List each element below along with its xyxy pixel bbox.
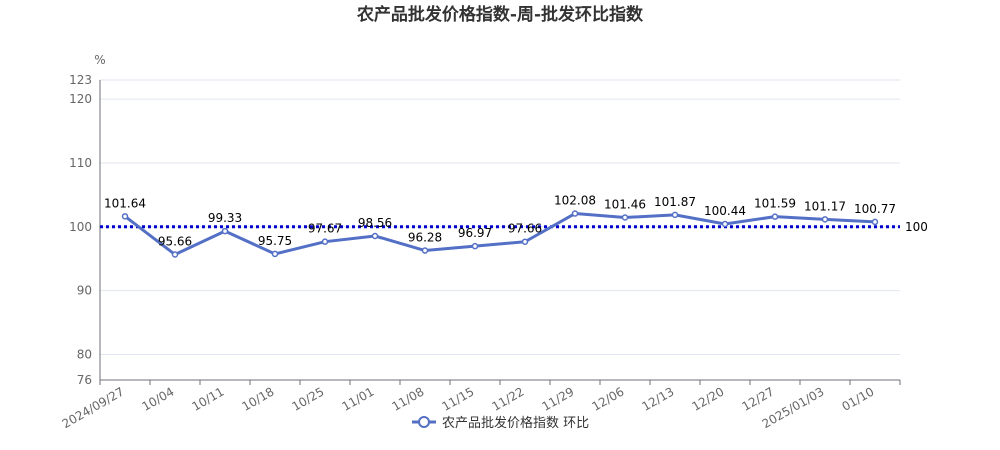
data-point[interactable] (521, 238, 529, 245)
series-line (124, 212, 876, 257)
chart-title: 农产品批发价格指数-周-批发环比指数 (356, 4, 644, 25)
y-tick-label: 80 (77, 347, 92, 361)
data-point[interactable] (421, 247, 429, 254)
x-tick-label: 12/20 (690, 384, 727, 413)
legend-marker-icon (418, 416, 430, 428)
data-point[interactable] (821, 216, 829, 223)
x-tick-label: 10/04 (140, 384, 177, 413)
data-point[interactable] (221, 227, 229, 235)
data-label: 97.66 (508, 222, 542, 236)
data-labels: 101.64 95.66 99.33 95.75 97.67 98.56 96.28 96.9… (104, 194, 896, 249)
y-tick-label: 123 (69, 73, 92, 87)
data-label: 98.56 (358, 216, 392, 230)
reference-line-label: 100 (905, 220, 928, 234)
data-point[interactable] (621, 214, 629, 221)
x-tick-label: 10/11 (190, 384, 227, 413)
x-tick-label: 12/06 (590, 384, 627, 413)
x-tick-label: 11/29 (540, 384, 577, 413)
data-point[interactable] (771, 213, 779, 220)
data-label: 101.64 (104, 196, 146, 210)
data-label: 96.28 (408, 231, 442, 245)
data-point[interactable] (721, 220, 729, 228)
data-point[interactable] (571, 210, 579, 217)
data-label: 100.44 (704, 204, 746, 218)
data-label: 102.08 (554, 194, 596, 208)
data-point[interactable] (271, 250, 279, 258)
data-label: 96.97 (458, 226, 492, 240)
x-tick-label: 11/15 (440, 384, 477, 413)
y-tick-label: 100 (69, 220, 92, 234)
legend-label: 农产品批发价格指数 环比 (442, 415, 589, 431)
data-label: 95.75 (258, 234, 292, 248)
x-tick-label: 12/27 (740, 384, 777, 413)
data-point[interactable] (671, 211, 679, 219)
x-tick-label: 10/18 (240, 384, 277, 413)
y-tick-label: 110 (69, 156, 92, 170)
x-tick-label: 11/01 (340, 384, 377, 413)
data-label: 100.77 (854, 202, 896, 216)
data-label: 101.46 (604, 197, 646, 211)
data-point[interactable] (321, 238, 329, 245)
data-point[interactable] (871, 218, 879, 226)
x-tick-label: 10/25 (290, 384, 327, 413)
data-point[interactable] (371, 232, 379, 240)
series-group (121, 210, 879, 258)
data-label: 101.59 (754, 197, 796, 211)
reference-line-group: 100 (100, 220, 928, 234)
data-label: 99.33 (208, 211, 242, 225)
data-label: 97.67 (308, 222, 342, 236)
data-point[interactable] (471, 242, 479, 250)
y-tick-label: 90 (77, 284, 92, 298)
y-axis-unit: % (94, 53, 105, 67)
data-point[interactable] (121, 213, 129, 220)
x-tick-label: 11/22 (490, 384, 527, 413)
data-label: 101.17 (804, 199, 846, 213)
x-tick-label: 2024/09/27 (60, 384, 127, 431)
data-label: 101.87 (654, 195, 696, 209)
y-tick-label: 120 (69, 92, 92, 106)
data-label: 95.66 (158, 235, 192, 249)
data-point[interactable] (171, 251, 179, 258)
x-tick-label: 12/13 (640, 384, 677, 413)
axes: 76 80 90 100 110 120 123 2024/09/27 10/04 10/11 10… (60, 73, 901, 431)
legend[interactable]: 农产品批发价格指数 环比 (412, 415, 589, 431)
x-tick-label: 01/10 (840, 384, 877, 413)
x-tick-label: 11/08 (390, 384, 427, 413)
y-tick-label: 76 (77, 373, 92, 387)
